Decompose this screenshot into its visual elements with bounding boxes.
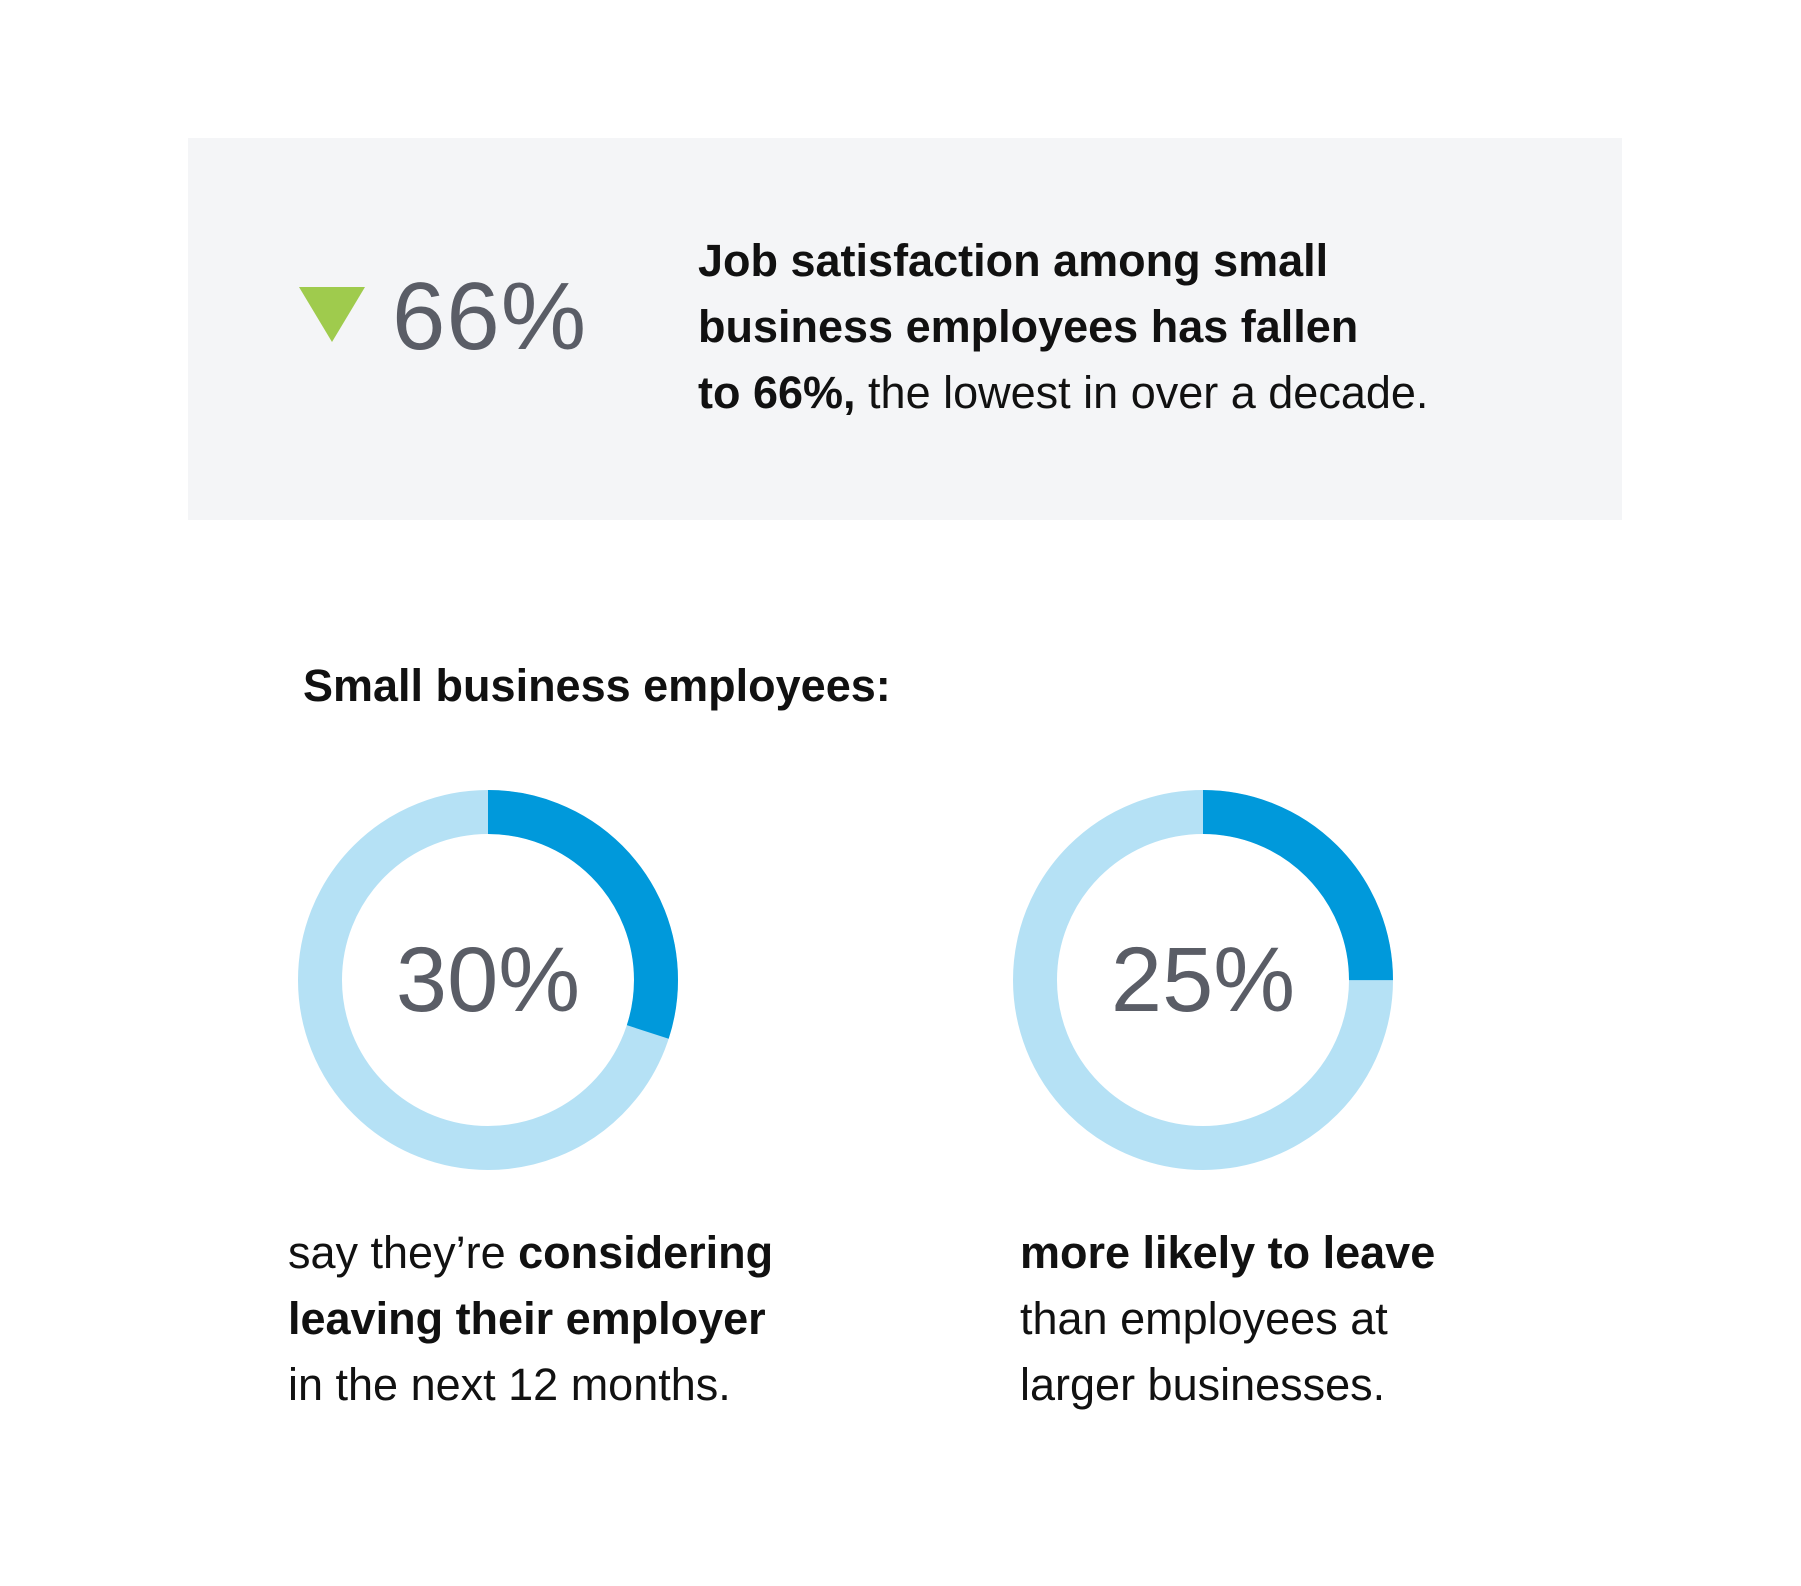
callout-regular-line-3: the lowest in over a decade. xyxy=(855,367,1429,418)
donut-2-caption: more likely to leave than employees at l… xyxy=(1020,1220,1540,1418)
callout-bold-line-1: Job satisfaction among small xyxy=(698,235,1329,286)
donut-chart-1: 30% xyxy=(298,790,678,1170)
donut-1-value-arc xyxy=(298,790,678,1170)
caption-2-bold-1: more likely to leave xyxy=(1020,1227,1436,1278)
donut-chart-2: 25% xyxy=(1013,790,1393,1170)
donut-svg-2 xyxy=(1013,790,1393,1170)
caption-1-bold-1: considering xyxy=(518,1227,774,1278)
headline-stat: 66% xyxy=(392,263,588,370)
donut-1-label: 30% xyxy=(395,928,581,1031)
callout-text: Job satisfaction among small business em… xyxy=(698,228,1518,426)
callout-bold-line-2: business employees has fallen xyxy=(698,301,1359,352)
section-title: Small business employees: xyxy=(303,660,891,711)
caption-1-regular-1: say they’re xyxy=(288,1227,519,1278)
callout-panel xyxy=(188,138,1622,520)
down-triangle-icon xyxy=(299,287,365,342)
caption-2-regular-1: than employees at xyxy=(1020,1293,1388,1344)
caption-1-regular-2: in the next 12 months. xyxy=(288,1359,731,1410)
caption-1-bold-2: leaving their employer xyxy=(288,1293,766,1344)
callout-bold-line-3: to 66%, xyxy=(698,367,856,418)
donut-2-value-arc xyxy=(1013,790,1393,1170)
donut-1-caption: say they’re considering leaving their em… xyxy=(288,1220,808,1418)
donut-2-label: 25% xyxy=(1110,928,1296,1031)
donut-svg-1 xyxy=(298,790,678,1170)
caption-2-regular-2: larger businesses. xyxy=(1020,1359,1386,1410)
